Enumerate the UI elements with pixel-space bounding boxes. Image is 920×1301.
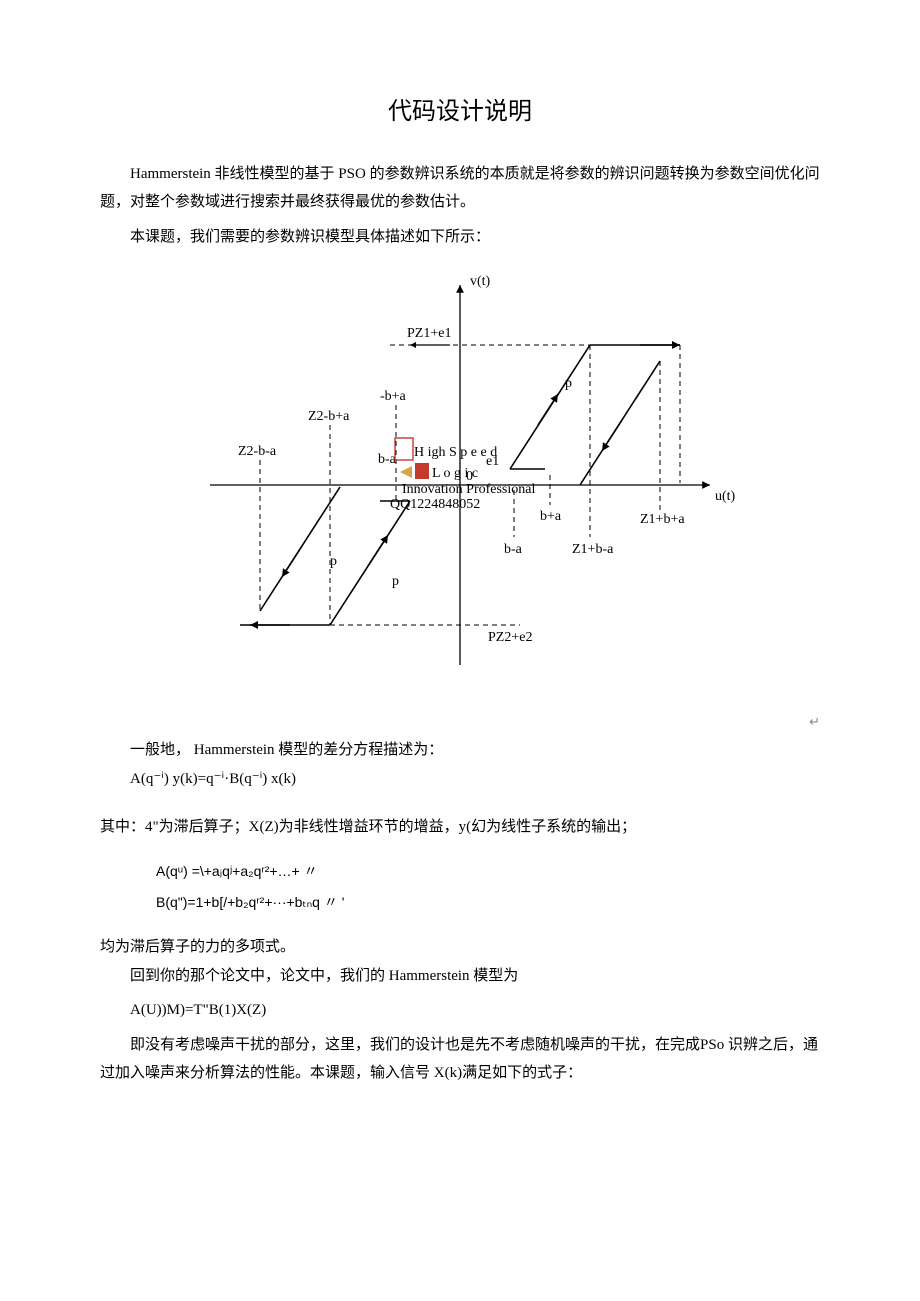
equation-A: A(qᵘ) =\+aⱼqʲ+a₂qʳ²+…+ 〃	[156, 856, 820, 887]
hysteresis-diagram: u(t) v(t) 0 PZ1+e1 PZ2+e2 p	[100, 265, 820, 696]
axis-y-label: v(t)	[470, 274, 491, 289]
paragraph-3: 其中：4"为滞后算子；X(Z)为非线性增益环节的增益，y(幻为线性子系统的输出；	[100, 813, 820, 842]
svg-text:H igh S p e e d: H igh S p e e d	[414, 445, 497, 460]
label-z1bpa: Z1+b+a	[640, 512, 685, 527]
paragraph-1: Hammerstein 非线性模型的基于 PSO 的参数辨识系统的本质就是将参数…	[100, 160, 820, 217]
label-bpa: b+a	[540, 509, 562, 524]
paragraph-7: 即没有考虑噪声干扰的部分，这里，我们的设计也是先不考虑随机噪声的干扰，在完成PS…	[100, 1031, 820, 1088]
svg-text:L o g i c: L o g i c	[432, 466, 478, 481]
label-z2bma: Z2-b+a	[308, 409, 350, 424]
label-pz2e2: PZ2+e2	[488, 630, 532, 645]
label-mba: -b+a	[380, 389, 407, 404]
label-ba3: b-a	[504, 542, 523, 557]
label-ba2: b-a	[378, 452, 397, 467]
label-z1bma: Z1+b-a	[572, 542, 614, 557]
equation-B: B(q")=1+b[/+b₂qʳ²+···+bₜₙq 〃 '	[156, 887, 820, 918]
label-p-left1: p	[330, 554, 337, 569]
page-title: 代码设计说明	[100, 90, 820, 136]
paragraph-4: 均为滞后算子的力的多项式。	[100, 933, 820, 962]
axis-x-label: u(t)	[715, 489, 736, 504]
cursor-mark: ↵	[809, 710, 820, 735]
paragraph-2: 本课题，我们需要的参数辨识模型具体描述如下所示：	[100, 223, 820, 252]
diff-intro: 一般地， Hammerstein 模型的差分方程描述为：	[130, 736, 820, 765]
svg-text:QQ1224848052: QQ1224848052	[390, 497, 480, 512]
label-p-left2: p	[392, 574, 399, 589]
paragraph-5: 回到你的那个论文中，论文中，我们的 Hammerstein 模型为	[100, 962, 820, 991]
label-pz1e1: PZ1+e1	[407, 326, 451, 341]
label-z2bpa: Z2-b-a	[238, 444, 277, 459]
diagram-svg: u(t) v(t) 0 PZ1+e1 PZ2+e2 p	[180, 265, 740, 685]
paragraph-6: A(U))M)=T"B(1)X(Z)	[100, 996, 820, 1025]
diff-eq: A(q⁻ⁱ) y(k)=q⁻ⁱ·B(q⁻ⁱ) x(k)	[130, 765, 820, 794]
label-p-right: p	[565, 376, 572, 391]
svg-text:Innovation Professional: Innovation Professional	[402, 482, 535, 497]
